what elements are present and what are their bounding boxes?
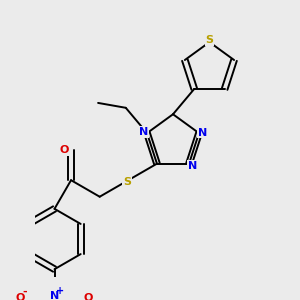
Text: N: N [50,291,59,300]
Text: S: S [206,35,214,45]
Text: +: + [56,286,64,296]
Text: S: S [123,177,131,187]
Text: O: O [59,146,68,155]
Text: -: - [23,287,27,297]
Text: N: N [188,161,197,171]
Text: O: O [84,293,93,300]
Text: N: N [139,127,148,137]
Text: O: O [16,293,26,300]
Text: N: N [198,128,207,138]
